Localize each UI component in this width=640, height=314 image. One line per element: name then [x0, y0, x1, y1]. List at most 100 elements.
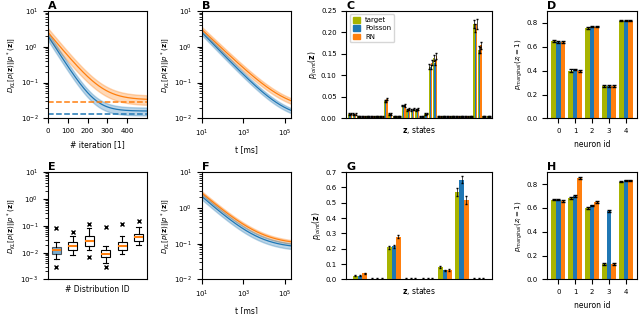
Bar — [412, 110, 413, 118]
Bar — [362, 273, 367, 279]
Bar — [384, 101, 385, 118]
Bar — [376, 116, 378, 118]
Bar — [483, 116, 484, 118]
Bar — [448, 116, 449, 118]
Text: H: H — [547, 162, 557, 172]
Bar — [590, 26, 595, 118]
Bar — [444, 116, 445, 118]
Bar — [466, 116, 467, 118]
Bar — [373, 116, 374, 118]
Bar — [577, 71, 582, 118]
Y-axis label: $D_{KL}[p(\mathbf{z})||p^*(\mathbf{z})]$: $D_{KL}[p(\mathbf{z})||p^*(\mathbf{z})]$ — [6, 198, 19, 254]
Bar — [573, 196, 577, 279]
Bar — [474, 24, 475, 118]
Bar — [568, 198, 573, 279]
Bar — [445, 116, 446, 118]
Bar — [393, 116, 394, 118]
Bar — [464, 200, 468, 279]
Bar — [460, 180, 464, 279]
Bar — [366, 116, 367, 118]
Bar — [424, 114, 426, 118]
Y-axis label: $p_{joint}(\mathbf{z})$: $p_{joint}(\mathbf{z})$ — [307, 51, 319, 79]
Bar — [380, 116, 381, 118]
Bar — [476, 24, 477, 118]
Text: E: E — [48, 162, 56, 172]
Bar — [628, 181, 633, 279]
Bar — [408, 110, 409, 118]
Bar — [469, 116, 470, 118]
X-axis label: # Distribution ID: # Distribution ID — [65, 285, 130, 294]
Bar — [467, 116, 468, 118]
Bar — [470, 116, 472, 118]
Bar — [447, 270, 452, 279]
Bar — [353, 114, 354, 118]
Bar — [454, 116, 455, 118]
Bar — [484, 116, 485, 118]
X-axis label: $\mathbf{z}$, states: $\mathbf{z}$, states — [403, 285, 436, 297]
Bar — [556, 42, 561, 118]
Bar — [418, 109, 419, 118]
Bar — [478, 50, 479, 118]
Bar — [447, 116, 448, 118]
Bar — [390, 114, 391, 118]
Bar — [399, 116, 400, 118]
Bar — [431, 62, 433, 118]
Bar — [355, 114, 356, 118]
Bar — [488, 116, 490, 118]
X-axis label: neuron id: neuron id — [574, 301, 611, 310]
Text: G: G — [346, 162, 356, 172]
Bar — [439, 116, 440, 118]
X-axis label: # iteration [1]: # iteration [1] — [70, 140, 125, 149]
Bar — [391, 114, 392, 118]
Bar — [413, 109, 415, 118]
Bar — [602, 264, 607, 279]
Bar — [461, 116, 463, 118]
Bar — [367, 116, 369, 118]
Bar — [426, 114, 427, 118]
Bar — [348, 114, 349, 118]
Bar — [568, 71, 573, 118]
Bar — [381, 116, 382, 118]
Bar — [385, 101, 387, 118]
Bar — [354, 114, 355, 118]
Bar — [429, 67, 430, 118]
Text: C: C — [346, 1, 355, 11]
Bar — [363, 116, 364, 118]
X-axis label: neuron id: neuron id — [574, 140, 611, 149]
PathPatch shape — [134, 234, 143, 241]
Bar — [406, 110, 408, 118]
Y-axis label: $D_{KL}[p(\mathbf{z})||p^*(\mathbf{z})]$: $D_{KL}[p(\mathbf{z})||p^*(\mathbf{z})]$ — [160, 198, 173, 254]
Bar — [371, 116, 372, 118]
Bar — [451, 116, 452, 118]
Bar — [607, 211, 611, 279]
Bar — [411, 110, 412, 118]
Bar — [460, 116, 461, 118]
Bar — [485, 116, 486, 118]
PathPatch shape — [118, 242, 127, 250]
Bar — [436, 56, 437, 118]
Bar — [421, 116, 422, 118]
Bar — [585, 208, 590, 279]
X-axis label: t [ms]: t [ms] — [235, 306, 258, 314]
Bar — [619, 181, 623, 279]
Bar — [602, 86, 607, 118]
Bar — [397, 116, 399, 118]
Bar — [357, 116, 358, 118]
Bar — [573, 69, 577, 118]
Text: A: A — [48, 1, 56, 11]
Bar — [552, 41, 556, 118]
Bar — [463, 116, 464, 118]
Bar — [556, 199, 561, 279]
Text: F: F — [202, 162, 209, 172]
Bar — [442, 116, 444, 118]
Bar — [611, 86, 616, 118]
Bar — [409, 109, 410, 118]
Bar — [400, 116, 401, 118]
Legend: target, Poisson, RN: target, Poisson, RN — [350, 14, 394, 42]
Y-axis label: $p_{marginal}(z_i = 1)$: $p_{marginal}(z_i = 1)$ — [514, 39, 525, 90]
Bar — [449, 116, 451, 118]
Bar — [404, 106, 406, 118]
Bar — [595, 26, 599, 118]
Bar — [607, 86, 611, 118]
Bar — [623, 181, 628, 279]
